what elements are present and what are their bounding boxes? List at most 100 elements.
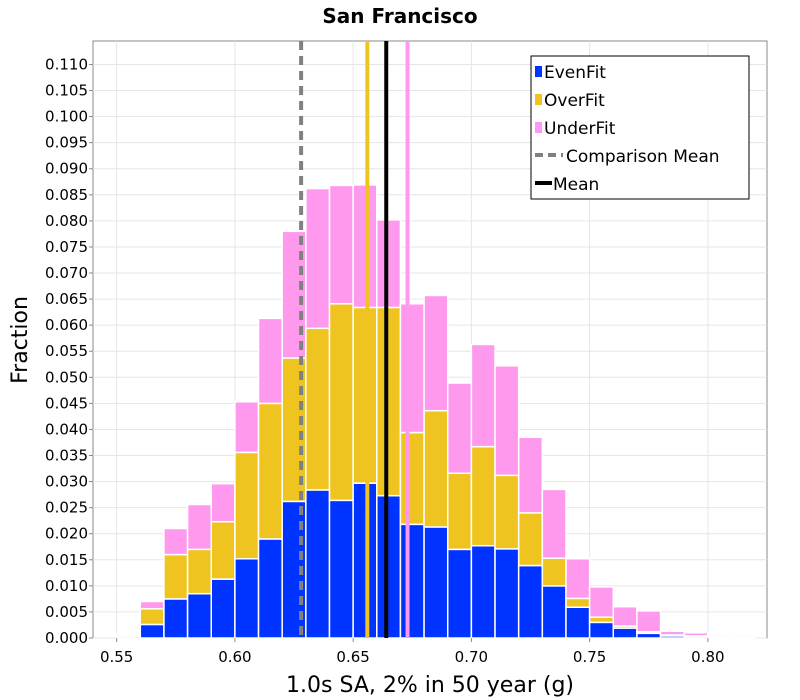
bar-evenfit [588, 621, 615, 639]
bar-underfit [612, 605, 638, 627]
bar-evenfit [376, 494, 402, 639]
bar-evenfit [257, 538, 283, 639]
bar-underfit [305, 187, 331, 330]
bar-underfit [517, 436, 544, 514]
bar-underfit [683, 632, 709, 637]
bar-overfit [163, 553, 189, 600]
bar-evenfit [139, 623, 165, 639]
bar-evenfit [352, 482, 378, 639]
bar-underfit [257, 317, 283, 405]
bar-overfit [446, 472, 473, 551]
y-tick-label: 0.005 [45, 603, 88, 621]
bar-underfit [588, 586, 615, 618]
y-tick-label: 0.090 [45, 160, 88, 178]
bar-underfit [565, 557, 591, 600]
bar-overfit [541, 557, 567, 587]
legend-swatch-underfit [535, 122, 542, 133]
x-tick-label: 0.80 [691, 648, 724, 666]
y-tick-label: 0.065 [45, 290, 88, 308]
bar-overfit [399, 431, 425, 526]
y-tick-label: 0.080 [45, 212, 88, 230]
y-tick-label: 0.075 [45, 238, 88, 256]
y-tick-label: 0.035 [45, 447, 88, 465]
y-tick-label: 0.030 [45, 473, 88, 491]
bar-underfit [352, 184, 378, 309]
x-axis-label: 1.0s SA, 2% in 50 year (g) [286, 673, 574, 698]
legend: EvenFit OverFit UnderFit Comparison Mean… [530, 55, 750, 200]
x-axis: 0.55 0.60 0.65 0.70 0.75 0.80 [100, 638, 725, 666]
bar-overfit [139, 608, 165, 626]
bar-underfit [423, 294, 449, 412]
bar-evenfit [470, 544, 496, 639]
bar-underfit [494, 365, 520, 477]
bar-evenfit [234, 557, 260, 639]
y-tick-label: 0.015 [45, 551, 88, 569]
bar-evenfit [612, 627, 638, 639]
bar-evenfit [328, 499, 354, 639]
bar-underfit [730, 634, 756, 638]
bar-overfit [210, 520, 236, 580]
bar-evenfit [210, 578, 236, 639]
bar-evenfit [517, 564, 544, 639]
y-tick-label: 0.050 [45, 368, 88, 386]
y-tick-label: 0.085 [45, 186, 88, 204]
x-tick-label: 0.60 [218, 648, 251, 666]
bar-underfit [636, 610, 662, 633]
bar-underfit [399, 303, 425, 434]
y-tick-label: 0.095 [45, 134, 88, 152]
bar-underfit [328, 184, 354, 305]
legend-label-evenfit: EvenFit [544, 63, 606, 83]
y-tick-label: 0.070 [45, 264, 88, 282]
bar-overfit [470, 445, 496, 547]
bar-evenfit [494, 548, 520, 639]
y-tick-label: 0.000 [45, 629, 88, 647]
bar-overfit [257, 402, 283, 540]
x-tick-label: 0.75 [573, 648, 606, 666]
bar-overfit [423, 409, 449, 528]
y-axis-label: Fraction [8, 296, 33, 384]
bar-overfit [328, 303, 354, 502]
y-tick-label: 0.020 [45, 525, 88, 543]
y-tick-label: 0.045 [45, 394, 88, 412]
x-tick-label: 0.55 [100, 648, 133, 666]
bar-evenfit [163, 598, 189, 639]
legend-label-underfit: UnderFit [544, 119, 616, 139]
bar-underfit [659, 630, 685, 636]
bar-evenfit [399, 523, 425, 639]
bar-underfit [281, 230, 307, 359]
y-tick-label: 0.105 [45, 82, 88, 100]
bar-underfit [376, 219, 402, 309]
bar-evenfit [446, 548, 473, 639]
bar-underfit [115, 633, 142, 636]
bar-overfit [588, 616, 615, 624]
y-tick-label: 0.060 [45, 316, 88, 334]
bar-overfit [517, 512, 544, 567]
legend-swatch-overfit [535, 94, 542, 105]
bar-overfit [565, 597, 591, 608]
bar-underfit [186, 503, 212, 551]
legend-box [530, 55, 750, 200]
x-tick-label: 0.70 [455, 648, 488, 666]
y-tick-label: 0.025 [45, 499, 88, 517]
y-tick-label: 0.110 [45, 55, 88, 73]
bars [115, 184, 756, 639]
bar-underfit [163, 527, 189, 556]
bar-evenfit [186, 592, 212, 639]
bar-evenfit [541, 585, 567, 639]
y-axis: 0.000 0.005 0.010 0.015 0.020 0.025 0.030 0.035… [45, 55, 93, 647]
legend-label-mean: Mean [553, 175, 599, 195]
bar-underfit [210, 482, 236, 523]
bar-overfit [234, 451, 260, 560]
legend-label-overfit: OverFit [544, 91, 605, 111]
bar-underfit [541, 488, 567, 559]
y-tick-label: 0.055 [45, 342, 88, 360]
bar-overfit [352, 306, 378, 484]
bar-underfit [139, 600, 165, 610]
bar-overfit [494, 474, 520, 550]
legend-swatch-evenfit [535, 66, 542, 77]
bar-evenfit [305, 489, 331, 639]
x-tick-label: 0.65 [336, 648, 369, 666]
bar-overfit [186, 548, 212, 595]
bar-evenfit [565, 606, 591, 639]
